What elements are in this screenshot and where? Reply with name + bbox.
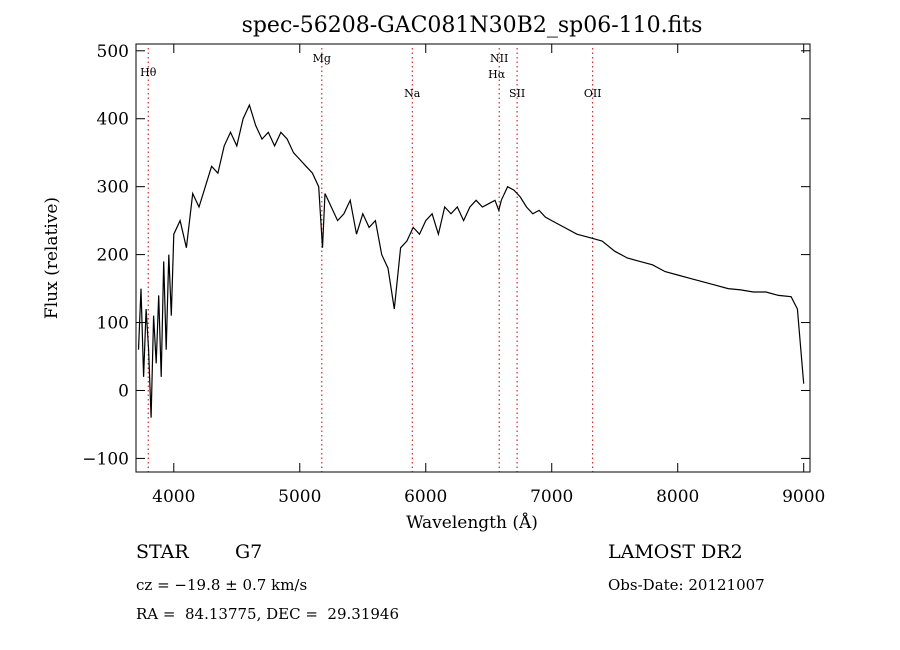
spectral-line-label: NII — [490, 52, 508, 65]
object-class: STAR — [136, 541, 189, 563]
chart-title: spec-56208-GAC081N30B2_sp06-110.fits — [242, 13, 703, 38]
object-subclass: G7 — [235, 541, 263, 563]
y-tick-label: 500 — [97, 42, 129, 62]
redshift-value: cz = −19.8 ± 0.7 km/s — [136, 576, 308, 594]
y-tick-label: 400 — [97, 110, 129, 130]
x-tick-label: 4000 — [152, 487, 195, 507]
x-tick-label: 9000 — [782, 487, 825, 507]
y-tick-label: 200 — [97, 246, 129, 266]
spectral-line-label: SII — [509, 87, 525, 100]
x-tick-label: 5000 — [278, 487, 321, 507]
y-axis-ticks: −100 0 100 200 300 400 500 — [82, 42, 810, 469]
spectrum-series — [137, 103, 805, 418]
spectrum-line — [137, 103, 805, 418]
x-axis-ticks: 4000 5000 6000 7000 8000 9000 — [152, 44, 825, 507]
coordinates: RA = 84.13775, DEC = 29.31946 — [136, 605, 400, 623]
spectral-line-label: Hθ — [140, 66, 157, 79]
plot-frame — [135, 43, 811, 473]
x-tick-label: 8000 — [656, 487, 699, 507]
y-tick-label: 100 — [97, 314, 129, 334]
y-tick-label: −100 — [82, 449, 129, 469]
y-tick-label: 0 — [118, 381, 129, 401]
spectral-line-label: Na — [404, 87, 421, 100]
y-tick-label: 300 — [97, 178, 129, 198]
spectral-line-label: Mg — [313, 52, 331, 65]
y-axis-label: Flux (relative) — [42, 197, 62, 319]
spectral-line-label: Hα — [488, 68, 506, 81]
spectral-line-label: OII — [584, 87, 602, 100]
x-axis-label: Wavelength (Å) — [406, 512, 538, 533]
x-tick-label: 7000 — [530, 487, 573, 507]
survey-name: LAMOST DR2 — [608, 541, 743, 563]
x-tick-label: 6000 — [404, 487, 447, 507]
observation-date: Obs-Date: 20121007 — [608, 576, 765, 594]
